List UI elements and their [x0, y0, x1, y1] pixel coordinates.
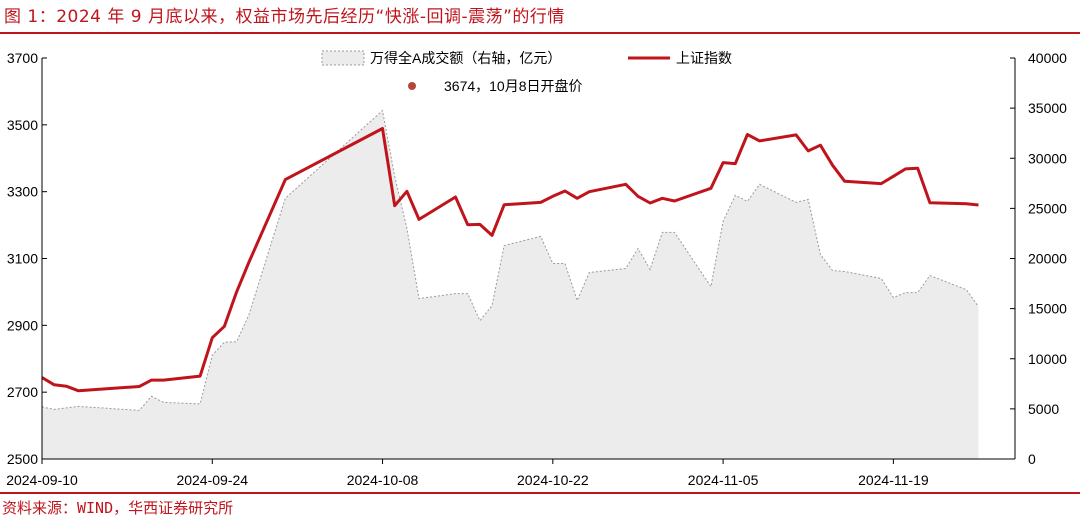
x-tick-label: 2024-09-10 — [6, 472, 78, 488]
turnover-area-layer — [41, 109, 979, 459]
bottom-rule — [0, 492, 1080, 494]
figure-title: 图 1：2024 年 9 月底以来，权益市场先后经历“快涨-回调-震荡”的行情 — [4, 7, 565, 27]
x-tick-label: 2024-09-24 — [176, 472, 248, 488]
index-line-layer — [41, 127, 979, 393]
legend-marker-label: 3674，10月8日开盘价 — [444, 78, 583, 94]
tick-labels-layer: 2500 2700 2900 3100 3300 3500 3700 0 5000 10000 15… — [6, 50, 1067, 488]
y-right-tick-label: 15000 — [1028, 301, 1067, 317]
x-tick-label: 2024-10-08 — [347, 472, 419, 488]
x-tick-label: 2024-10-22 — [517, 472, 589, 488]
legend-area-label: 万得全A成交额（右轴，亿元） — [370, 50, 561, 66]
x-tick-label: 2024-11-19 — [858, 472, 929, 488]
y-left-tick-label: 3100 — [7, 251, 38, 267]
y-right-tick-label: 10000 — [1028, 351, 1067, 367]
y-left-tick-label: 3700 — [7, 50, 38, 66]
y-right-tick-label: 35000 — [1028, 100, 1067, 116]
y-right-tick-label: 5000 — [1028, 401, 1059, 417]
legend-area-swatch — [321, 50, 365, 66]
legend-marker-dot — [408, 82, 416, 90]
legend: 万得全A成交额（右轴，亿元） 上证指数 3674，10月8日开盘价 — [321, 50, 732, 94]
y-right-tick-label: 25000 — [1028, 200, 1067, 216]
y-right-tick-label: 0 — [1028, 451, 1036, 467]
index-line — [41, 127, 979, 393]
top-rule — [0, 32, 1080, 34]
legend-line-label: 上证指数 — [676, 50, 732, 66]
y-left-tick-label: 3300 — [7, 184, 38, 200]
y-right-tick-label: 20000 — [1028, 251, 1067, 267]
chart: 2500 2700 2900 3100 3300 3500 3700 0 5000 10000 15… — [6, 50, 1067, 488]
y-left-tick-label: 3500 — [7, 117, 38, 133]
y-left-tick-label: 2900 — [7, 317, 38, 333]
source-note: 资料来源：WIND，华西证券研究所 — [2, 499, 234, 517]
turnover-area — [42, 110, 979, 459]
y-left-tick-label: 2500 — [7, 451, 38, 467]
y-right-tick-label: 40000 — [1028, 50, 1067, 66]
y-right-tick-label: 30000 — [1028, 150, 1067, 166]
y-left-tick-label: 2700 — [7, 384, 38, 400]
x-tick-label: 2024-11-05 — [688, 472, 759, 488]
